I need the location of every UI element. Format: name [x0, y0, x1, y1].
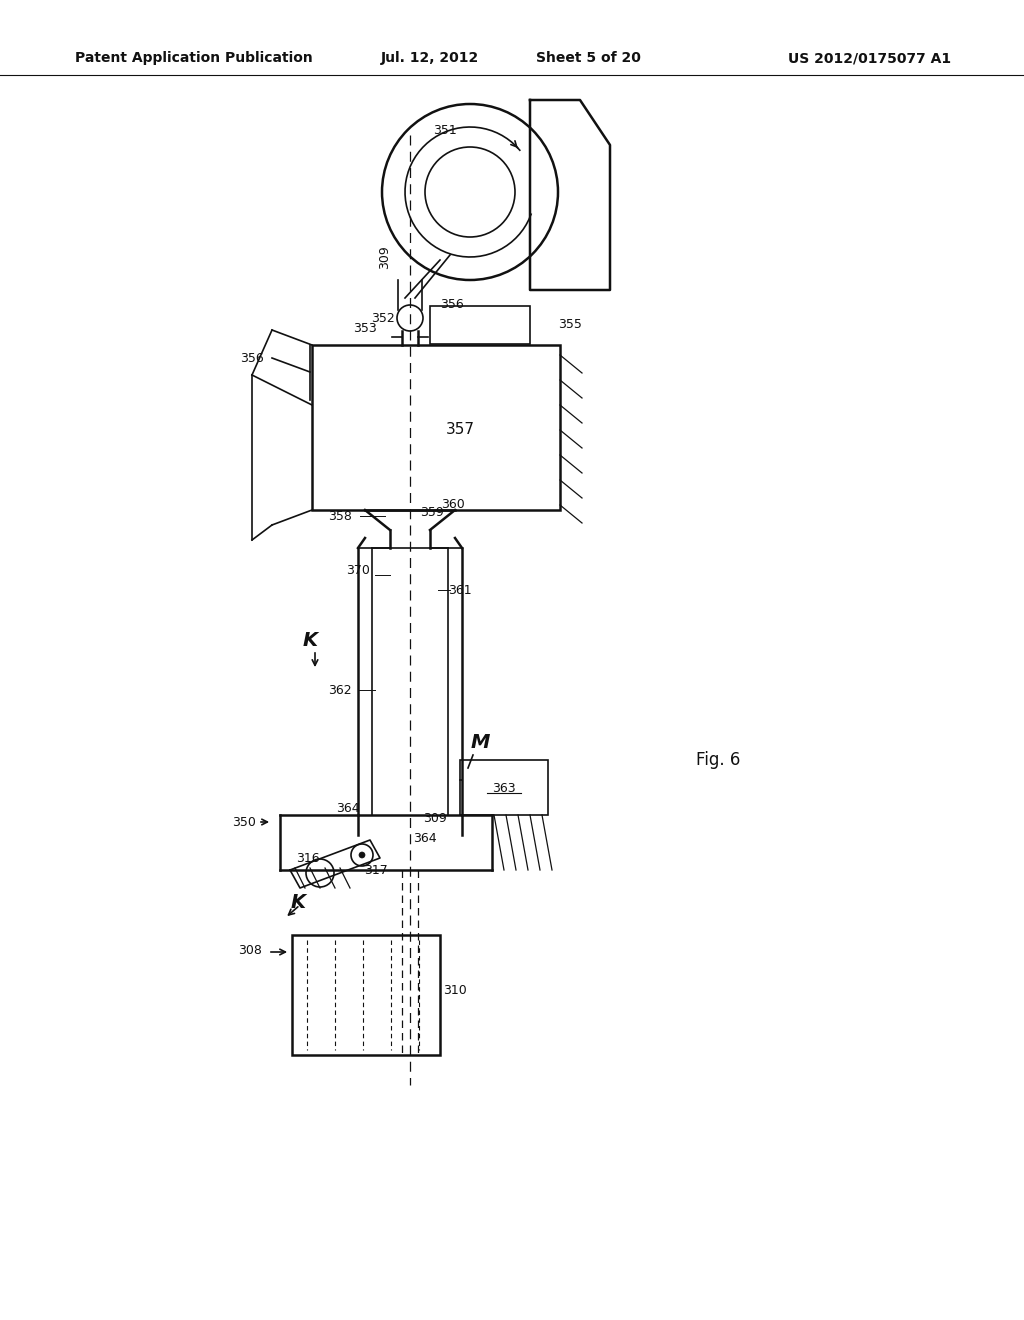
- Text: 358: 358: [328, 510, 352, 523]
- Text: 308: 308: [238, 944, 262, 957]
- Bar: [460, 760, 548, 814]
- Text: Patent Application Publication: Patent Application Publication: [75, 51, 312, 65]
- Text: 360: 360: [441, 499, 465, 511]
- Text: Jul. 12, 2012: Jul. 12, 2012: [381, 51, 479, 65]
- Text: 353: 353: [353, 322, 377, 334]
- Text: Fig. 6: Fig. 6: [696, 751, 740, 770]
- Text: 352: 352: [371, 312, 395, 325]
- Text: 317: 317: [365, 863, 388, 876]
- Text: 362: 362: [328, 684, 352, 697]
- Text: 363: 363: [493, 781, 516, 795]
- Text: Sheet 5 of 20: Sheet 5 of 20: [536, 51, 640, 65]
- Text: 355: 355: [558, 318, 582, 331]
- Bar: [292, 935, 440, 1055]
- Bar: [312, 345, 560, 510]
- Text: 316: 316: [296, 851, 319, 865]
- Text: 359: 359: [420, 507, 443, 520]
- Text: 309: 309: [423, 812, 446, 825]
- Circle shape: [359, 851, 365, 858]
- Text: K: K: [291, 892, 305, 912]
- Text: 370: 370: [346, 564, 370, 577]
- Text: M: M: [470, 733, 489, 751]
- Text: 309: 309: [379, 246, 391, 269]
- Text: 356: 356: [440, 298, 464, 312]
- Text: 364: 364: [414, 832, 437, 845]
- Text: US 2012/0175077 A1: US 2012/0175077 A1: [788, 51, 951, 65]
- Text: 364: 364: [336, 801, 359, 814]
- Text: 351: 351: [433, 124, 457, 136]
- Text: 357: 357: [445, 422, 474, 437]
- Text: 310: 310: [443, 983, 467, 997]
- Text: 361: 361: [449, 583, 472, 597]
- Text: 350: 350: [232, 816, 256, 829]
- Bar: [430, 306, 530, 345]
- Text: 356: 356: [240, 351, 264, 364]
- Text: K: K: [302, 631, 317, 649]
